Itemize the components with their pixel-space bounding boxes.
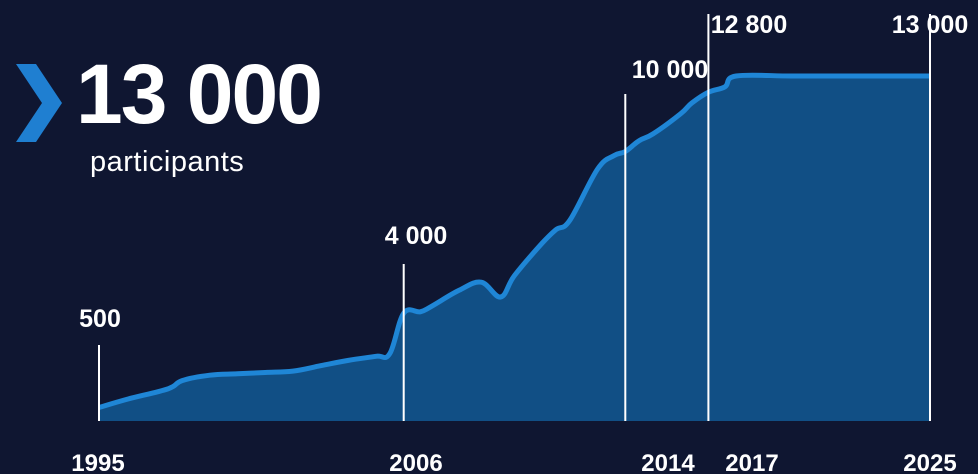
year-label-2025: 2025 — [903, 450, 956, 474]
headline-label: participants — [90, 146, 245, 178]
value-label-1995: 500 — [79, 305, 121, 333]
year-label-1995: 1995 — [71, 450, 124, 474]
chevron-right-icon — [16, 64, 62, 142]
area-fill — [99, 75, 930, 422]
value-label-2006: 4 000 — [385, 222, 448, 250]
series-line — [98, 72, 930, 410]
year-markers: 500 1995 4 000 2006 10 000 2014 12 800 2017 13 0… — [71, 11, 968, 474]
year-label-2017: 2017 — [725, 450, 778, 474]
value-label-2017: 12 800 — [711, 11, 787, 39]
headline: 13 000 — [14, 47, 323, 142]
year-label-2014: 2014 — [641, 450, 695, 474]
value-label-2014: 10 000 — [632, 56, 708, 84]
year-label-2006: 2006 — [389, 450, 442, 474]
headline-value: 13 000 — [76, 47, 323, 141]
value-label-2025: 13 000 — [892, 11, 968, 39]
